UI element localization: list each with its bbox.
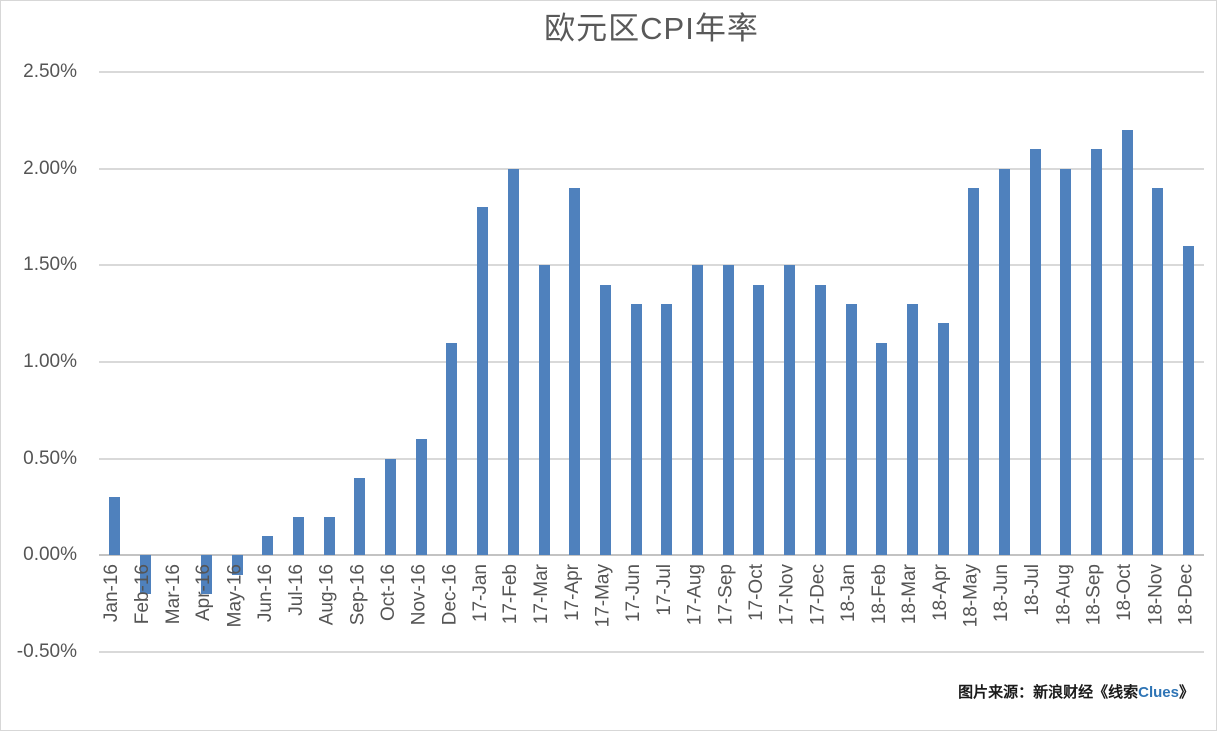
bar-Sep-16	[354, 477, 366, 556]
x-axis-category-label: 17-Jul	[653, 564, 675, 616]
x-axis-category-label: Apr-16	[193, 564, 215, 622]
bar-18-Jul	[1029, 149, 1041, 556]
x-axis-line	[99, 554, 1204, 557]
bar-Dec-16	[446, 342, 458, 556]
source-brand-name: Clues	[1138, 684, 1179, 701]
bar-17-Apr	[569, 187, 581, 556]
bar-18-Jan	[845, 303, 857, 556]
x-axis-category-label: Jun-16	[254, 564, 276, 623]
bar-17-Jun	[630, 303, 642, 556]
y-axis-tick-label: 1.50%	[23, 254, 77, 276]
source-attribution: 图片来源：新浪财经《线索Clues》	[958, 681, 1194, 702]
x-axis-category-label: 17-May	[592, 564, 614, 628]
x-axis-category-label: 17-Nov	[776, 564, 798, 626]
x-axis-category-label: 17-Mar	[531, 564, 553, 625]
bar-18-Jun	[998, 168, 1010, 556]
x-axis-category-label: Sep-16	[346, 564, 368, 626]
x-axis-category-label: 18-Feb	[868, 564, 890, 625]
bar-Jun-16	[262, 535, 274, 556]
bar-18-May	[968, 187, 980, 556]
bar-Apr-16	[200, 555, 212, 594]
x-axis-category-label: 18-Jul	[1022, 564, 1044, 616]
bar-Jan-16	[108, 497, 120, 556]
bar-Jul-16	[293, 516, 304, 556]
x-axis-category-label: Jan-16	[101, 564, 123, 623]
x-axis-category-label: 18-Jan	[838, 564, 860, 623]
x-axis-category-label: 17-Jan	[469, 564, 491, 623]
x-axis-category-label: Feb-16	[132, 564, 154, 625]
x-axis-category-label: 18-Aug	[1052, 564, 1074, 626]
bar-17-Jan	[477, 207, 489, 556]
y-axis-tick-label: 2.50%	[23, 61, 77, 82]
bar-Aug-16	[323, 516, 335, 556]
bar-17-Sep	[722, 265, 734, 556]
y-axis-tick-label: 1.00%	[23, 350, 77, 372]
x-axis-category-label: May-16	[224, 564, 246, 628]
bar-18-Mar	[906, 303, 918, 556]
gridline	[99, 264, 1204, 267]
bar-May-16	[231, 555, 243, 575]
y-axis-tick-label: 0.00%	[23, 544, 77, 566]
x-axis-category-label: 18-May	[960, 564, 982, 628]
bar-Oct-16	[385, 458, 397, 556]
bar-18-Dec	[1183, 245, 1195, 556]
x-axis-category-label: Nov-16	[408, 564, 430, 626]
bar-17-Aug	[692, 265, 704, 556]
y-axis-tick-label: -0.50%	[16, 640, 77, 662]
x-axis-category-label: 18-Dec	[1175, 564, 1197, 626]
x-axis-category-label: Dec-16	[439, 564, 460, 626]
bar-17-Feb	[507, 168, 519, 556]
x-axis-category-label: 18-Jun	[991, 564, 1013, 623]
bar-18-Nov	[1152, 187, 1164, 556]
bar-17-Dec	[814, 284, 826, 556]
chart-title: 欧元区CPI年率	[544, 11, 759, 46]
x-axis-category-label: Jul-16	[285, 564, 307, 616]
bar-18-Aug	[1060, 168, 1072, 556]
x-axis-category-label: 18-Oct	[1114, 564, 1136, 622]
bar-17-Mar	[538, 265, 550, 556]
bar-18-Sep	[1091, 149, 1103, 556]
x-axis-category-label: 17-Sep	[715, 564, 737, 626]
x-axis-category-label: 18-Apr	[930, 564, 952, 622]
x-axis-category-label: 17-Aug	[684, 564, 706, 626]
x-axis-category-label: Mar-16	[162, 564, 184, 625]
bar-17-Nov	[784, 265, 796, 556]
bar-17-May	[599, 284, 611, 556]
bar-18-Feb	[876, 342, 888, 556]
x-axis-category-label: 17-Oct	[745, 564, 767, 622]
bar-17-Oct	[753, 284, 765, 556]
y-axis-tick-label: 0.50%	[23, 447, 77, 469]
x-axis-category-label: 18-Nov	[1144, 564, 1166, 626]
bar-17-Jul	[661, 303, 673, 556]
x-axis-category-label: 17-Feb	[500, 564, 522, 625]
gridline	[99, 650, 1204, 653]
bar-Feb-16	[139, 555, 151, 594]
gridline	[99, 360, 1204, 363]
x-axis-category-label: Oct-16	[377, 564, 399, 622]
x-axis-category-label: 18-Sep	[1083, 564, 1105, 626]
gridline	[99, 457, 1204, 460]
y-axis-tick-label: 2.00%	[23, 157, 77, 179]
bar-18-Oct	[1121, 129, 1133, 556]
source-suffix: 》	[1178, 684, 1194, 701]
x-axis-category-label: 17-Jun	[623, 564, 645, 623]
x-axis-category-label: 18-Mar	[899, 564, 921, 625]
x-axis-category-label: 17-Dec	[807, 564, 829, 626]
gridline	[99, 71, 1204, 73]
x-axis-category-label: Aug-16	[316, 564, 338, 626]
source-text: 图片来源：新浪财经《线索	[958, 684, 1139, 701]
gridline	[99, 167, 1204, 170]
bar-Nov-16	[415, 439, 427, 556]
x-axis-category-label: 17-Apr	[561, 564, 583, 622]
bar-18-Apr	[937, 323, 949, 556]
